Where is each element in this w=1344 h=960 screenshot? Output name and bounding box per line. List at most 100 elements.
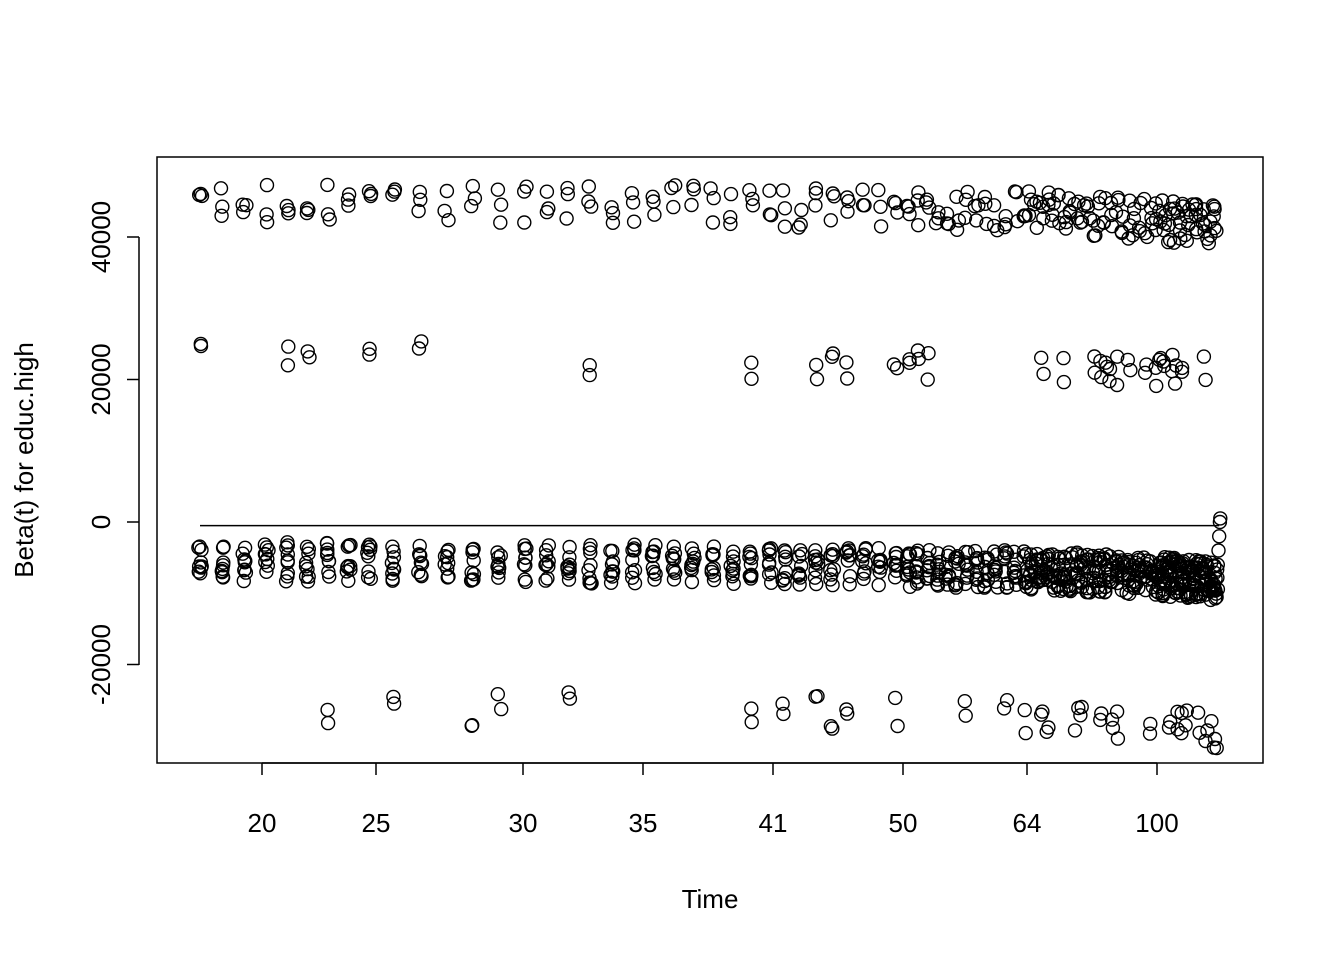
- data-point: [1196, 202, 1211, 217]
- y-tick-label: 40000: [86, 201, 116, 273]
- data-point: [603, 567, 618, 583]
- data-point: [778, 552, 793, 567]
- data-point: [825, 548, 841, 564]
- data-point: [873, 560, 888, 575]
- data-point: [967, 198, 982, 214]
- data-point: [825, 186, 840, 201]
- data-point: [1162, 232, 1178, 248]
- data-point: [1036, 211, 1051, 226]
- data-point: [1032, 195, 1048, 211]
- data-point: [958, 708, 973, 723]
- data-point: [744, 355, 759, 370]
- data-point: [386, 550, 402, 565]
- data-point: [299, 201, 315, 216]
- data-point: [237, 562, 252, 577]
- data-point: [910, 193, 925, 208]
- data-point: [1179, 233, 1195, 249]
- data-point: [842, 577, 857, 592]
- data-point: [808, 181, 824, 196]
- data-point: [236, 573, 252, 589]
- x-tick-label: 41: [759, 808, 788, 838]
- data-point: [1200, 723, 1215, 738]
- data-point: [1102, 361, 1118, 377]
- data-point: [921, 346, 936, 361]
- data-point: [386, 689, 401, 705]
- data-point: [1209, 223, 1224, 239]
- data-point: [810, 552, 825, 567]
- data-point: [363, 571, 378, 586]
- data-point: [855, 549, 870, 564]
- data-point: [871, 541, 886, 556]
- data-point: [646, 564, 661, 580]
- data-point: [301, 569, 316, 584]
- data-point: [998, 545, 1014, 560]
- data-point: [775, 573, 790, 588]
- data-point: [411, 565, 426, 580]
- data-point: [280, 538, 295, 553]
- data-point: [1167, 376, 1183, 391]
- data-point: [948, 580, 964, 595]
- data-point: [562, 550, 577, 565]
- data-point: [1032, 552, 1048, 567]
- data-point: [280, 565, 295, 581]
- data-point: [666, 199, 681, 215]
- data-point: [764, 565, 779, 580]
- y-tick-label: -20000: [86, 624, 116, 705]
- data-point: [320, 177, 335, 193]
- data-point: [490, 182, 506, 197]
- data-point: [518, 550, 533, 565]
- data-point: [840, 371, 855, 386]
- data-point: [581, 563, 596, 578]
- data-point: [902, 206, 917, 222]
- data-point: [762, 183, 777, 198]
- data-point: [214, 208, 229, 224]
- data-point: [960, 184, 975, 200]
- data-point: [539, 184, 555, 199]
- data-point: [902, 355, 917, 370]
- plot-frame: [156, 156, 1264, 764]
- data-point: [1056, 374, 1072, 390]
- data-point: [299, 205, 315, 221]
- data-point: [706, 539, 722, 554]
- data-point: [999, 693, 1015, 708]
- data-point: [723, 216, 738, 232]
- data-point: [1190, 705, 1206, 720]
- data-point: [491, 550, 506, 565]
- data-point: [562, 557, 577, 572]
- data-point: [762, 547, 777, 562]
- y-tick-label: 20000: [86, 343, 116, 415]
- data-point: [387, 182, 403, 197]
- data-point: [775, 696, 790, 711]
- data-point: [1211, 529, 1227, 544]
- data-point: [684, 562, 699, 578]
- data-point: [582, 358, 597, 373]
- data-point: [582, 367, 597, 383]
- data-point: [825, 721, 840, 736]
- data-point: [1209, 589, 1224, 605]
- data-point: [561, 685, 576, 700]
- data-point: [794, 202, 809, 218]
- data-point: [1008, 563, 1023, 579]
- data-point: [385, 539, 400, 554]
- data-point: [1210, 557, 1226, 572]
- data-point: [957, 694, 972, 709]
- data-point: [259, 214, 275, 230]
- data-point: [321, 554, 337, 569]
- data-point: [1074, 699, 1089, 715]
- data-point: [341, 187, 357, 202]
- data-point: [744, 567, 759, 582]
- data-point: [561, 566, 576, 581]
- data-point: [910, 343, 926, 358]
- data-point: [890, 718, 905, 734]
- data-point: [1213, 511, 1228, 526]
- data-point: [808, 563, 823, 578]
- data-point: [1196, 349, 1212, 364]
- data-point: [969, 551, 984, 566]
- data-point: [665, 561, 681, 576]
- data-point: [1156, 358, 1172, 374]
- data-point: [301, 542, 316, 557]
- data-point: [215, 570, 231, 585]
- data-point: [744, 550, 759, 566]
- data-point: [645, 189, 660, 205]
- data-point: [1170, 722, 1185, 737]
